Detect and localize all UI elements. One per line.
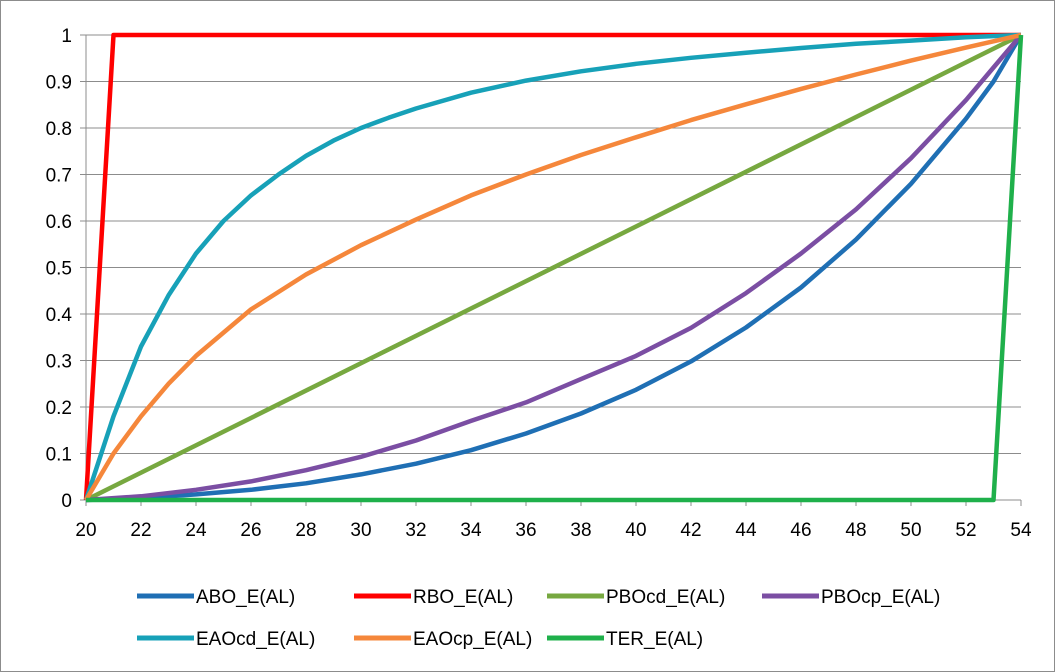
legend-label: PBOcd_E(AL) (606, 587, 725, 608)
series-line-0 (85, 33, 1023, 503)
y-tick-label: 0.9 (46, 73, 72, 94)
x-tick-label: 48 (845, 520, 866, 541)
x-tick-label: 28 (295, 520, 316, 541)
legend-label: ABO_E(AL) (196, 587, 295, 608)
x-tick-label: 32 (405, 520, 426, 541)
x-tick-label: 24 (185, 520, 207, 541)
x-tick-label: 54 (1010, 520, 1032, 541)
series-line-4 (83, 32, 1022, 501)
legend-label: EAOcp_E(AL) (413, 629, 532, 650)
x-tick-label: 30 (350, 520, 371, 541)
x-tick-label: 38 (570, 520, 591, 541)
series-lines (83, 32, 1024, 503)
series-line-3 (85, 33, 1023, 503)
series-line-6 (86, 34, 1024, 503)
y-tick-label: 0 (61, 491, 72, 512)
series-line-5 (84, 32, 1022, 502)
x-tick-label: 36 (515, 520, 536, 541)
y-tick-label: 0.2 (46, 398, 72, 419)
x-tick-label: 42 (680, 520, 701, 541)
y-axis: 0 0.1 0.2 0.3 0.4 0.5 0.6 0.7 0.8 0.9 1 (46, 26, 87, 512)
x-tick-label: 22 (130, 520, 151, 541)
x-tick-label: 46 (790, 520, 811, 541)
x-tick-label: 26 (240, 520, 261, 541)
x-tick-label: 40 (625, 520, 646, 541)
x-tick-label: 20 (75, 520, 96, 541)
y-tick-label: 1 (61, 26, 72, 47)
y-tick-label: 0.7 (46, 166, 72, 187)
series-line-2 (84, 32, 1023, 503)
legend: ABO_E(AL) RBO_E(AL) PBOcd_E(AL) PBOcp_E(AL)… (137, 587, 940, 650)
series-line-1 (83, 32, 1021, 501)
y-tick-label: 0.1 (46, 445, 72, 466)
legend-label: PBOcp_E(AL) (821, 587, 940, 608)
y-tick-label: 0.3 (46, 352, 72, 373)
x-tick-label: 34 (460, 520, 482, 541)
x-axis: 20 22 24 26 28 30 32 34 36 38 40 42 44 46 48 50 52 54 (75, 499, 1032, 541)
y-tick-label: 0.5 (46, 259, 72, 280)
y-tick-label: 0.4 (46, 305, 73, 326)
y-tick-label: 0.8 (46, 119, 72, 140)
legend-label: EAOcd_E(AL) (196, 629, 315, 650)
x-tick-label: 50 (900, 520, 921, 541)
x-tick-label: 52 (955, 520, 976, 541)
y-tick-label: 0.6 (46, 212, 72, 233)
x-tick-label: 44 (735, 520, 757, 541)
legend-label: RBO_E(AL) (413, 587, 513, 608)
legend-label: TER_E(AL) (606, 629, 703, 650)
